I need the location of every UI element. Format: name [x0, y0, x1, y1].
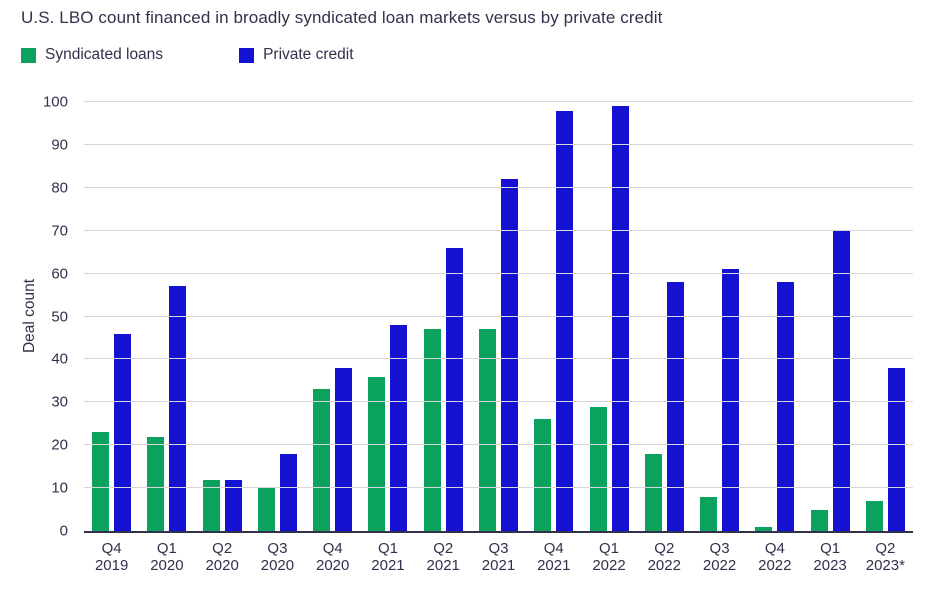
bar-syndicated-loans	[478, 329, 496, 531]
bar-group	[858, 102, 913, 531]
bar-group	[139, 102, 194, 531]
bar-syndicated-loans	[589, 406, 607, 531]
bar-group	[747, 102, 802, 531]
x-axis: Q4 2019 Q1 2020 Q2 2020 Q3 2020 Q4 2020 Q1 2021 Q2 20…	[84, 540, 913, 574]
bar-group	[416, 102, 471, 531]
bar-group	[526, 102, 581, 531]
bar-private-credit	[279, 453, 297, 531]
gridline	[84, 186, 913, 188]
bar-group	[250, 102, 305, 531]
y-tick-label: 50	[51, 308, 68, 325]
bar-private-credit	[777, 282, 795, 531]
bar-private-credit	[390, 325, 408, 531]
y-axis: 0 10 20 30 40 50 60 70 80 90 100	[0, 95, 68, 539]
y-tick-label: 70	[51, 222, 68, 240]
legend: Syndicated loans Private credit	[21, 46, 354, 64]
x-tick-label: Q2 2021	[426, 540, 460, 574]
y-tick-label: 20	[51, 436, 68, 454]
bar-syndicated-loans	[423, 329, 441, 531]
bar-syndicated-loans	[92, 432, 110, 531]
bar-syndicated-loans	[368, 376, 386, 531]
x-tick-label: Q4 2019	[94, 540, 129, 574]
x-tick-label: Q1 2021	[371, 540, 405, 574]
y-tick-label: 10	[51, 479, 68, 497]
gridline	[84, 358, 913, 360]
bar-group	[692, 102, 747, 531]
x-tick-label: Q3 2021	[481, 540, 516, 574]
bar-syndicated-loans	[257, 488, 275, 531]
plot-area	[84, 101, 913, 533]
bar-syndicated-loans	[755, 526, 773, 531]
legend-item-syndicated-loans: Syndicated loans	[21, 46, 163, 64]
gridline	[84, 487, 913, 489]
gridline	[84, 229, 913, 231]
bar-syndicated-loans	[865, 500, 883, 531]
bar-syndicated-loans	[700, 496, 718, 531]
bar-syndicated-loans	[810, 509, 828, 531]
gridline	[84, 272, 913, 274]
bar-private-credit	[832, 230, 850, 531]
gridline	[84, 143, 913, 145]
bar-syndicated-loans	[534, 419, 552, 531]
bar-private-credit	[500, 179, 518, 531]
bar-private-credit	[722, 269, 740, 531]
bar-private-credit	[169, 286, 187, 531]
bar-group	[84, 102, 139, 531]
gridline	[84, 401, 913, 403]
x-tick-label: Q2 2022	[647, 540, 681, 574]
bar-private-credit	[887, 367, 905, 531]
x-tick-label: Q4 2021	[537, 540, 571, 574]
bar-syndicated-loans	[313, 389, 331, 531]
y-tick-label: 100	[42, 93, 68, 111]
y-tick-label: 40	[51, 350, 68, 368]
bar-syndicated-loans	[147, 436, 165, 531]
bar-group	[802, 102, 857, 531]
gridline	[84, 101, 913, 102]
x-tick-label: Q3 2022	[702, 540, 737, 574]
private-credit-swatch-icon	[239, 47, 255, 63]
bar-private-credit	[611, 106, 629, 531]
bar-private-credit	[666, 282, 684, 531]
legend-item-private-credit: Private credit	[239, 46, 354, 64]
bar-group	[305, 102, 360, 531]
bar-syndicated-loans	[644, 453, 662, 531]
gridline	[84, 444, 913, 446]
bar-private-credit	[114, 333, 132, 531]
bar-private-credit	[335, 367, 353, 531]
bar-group	[471, 102, 526, 531]
y-tick-label: 90	[51, 136, 68, 154]
legend-label: Private credit	[263, 46, 354, 63]
bar-group	[195, 102, 250, 531]
bar-group	[360, 102, 415, 531]
chart-title: U.S. LBO count financed in broadly syndi…	[21, 8, 663, 27]
x-tick-label: Q1 2022	[592, 540, 626, 574]
syndicated-loans-swatch-icon	[21, 47, 36, 63]
x-tick-label: Q4 2022	[758, 540, 792, 574]
x-tick-label: Q2 2023*	[865, 540, 905, 574]
bar-group	[637, 102, 692, 531]
x-tick-label: Q3 2020	[260, 540, 295, 574]
gridline	[84, 315, 913, 317]
x-tick-label: Q2 2020	[205, 540, 239, 574]
y-tick-label: 80	[51, 179, 68, 197]
legend-label: Syndicated loans	[45, 46, 164, 63]
bar-private-credit	[445, 247, 463, 531]
bar-private-credit	[224, 479, 242, 531]
bar-private-credit	[556, 110, 574, 531]
bar-groups	[84, 102, 913, 531]
y-tick-label: 0	[59, 522, 68, 540]
x-tick-label: Q1 2020	[150, 540, 184, 574]
x-tick-label: Q1 2023	[813, 540, 847, 574]
bar-syndicated-loans	[202, 479, 220, 531]
y-tick-label: 60	[51, 265, 68, 283]
bar-group	[581, 102, 636, 531]
x-tick-label: Q4 2020	[316, 540, 350, 574]
y-tick-label: 30	[51, 393, 68, 411]
